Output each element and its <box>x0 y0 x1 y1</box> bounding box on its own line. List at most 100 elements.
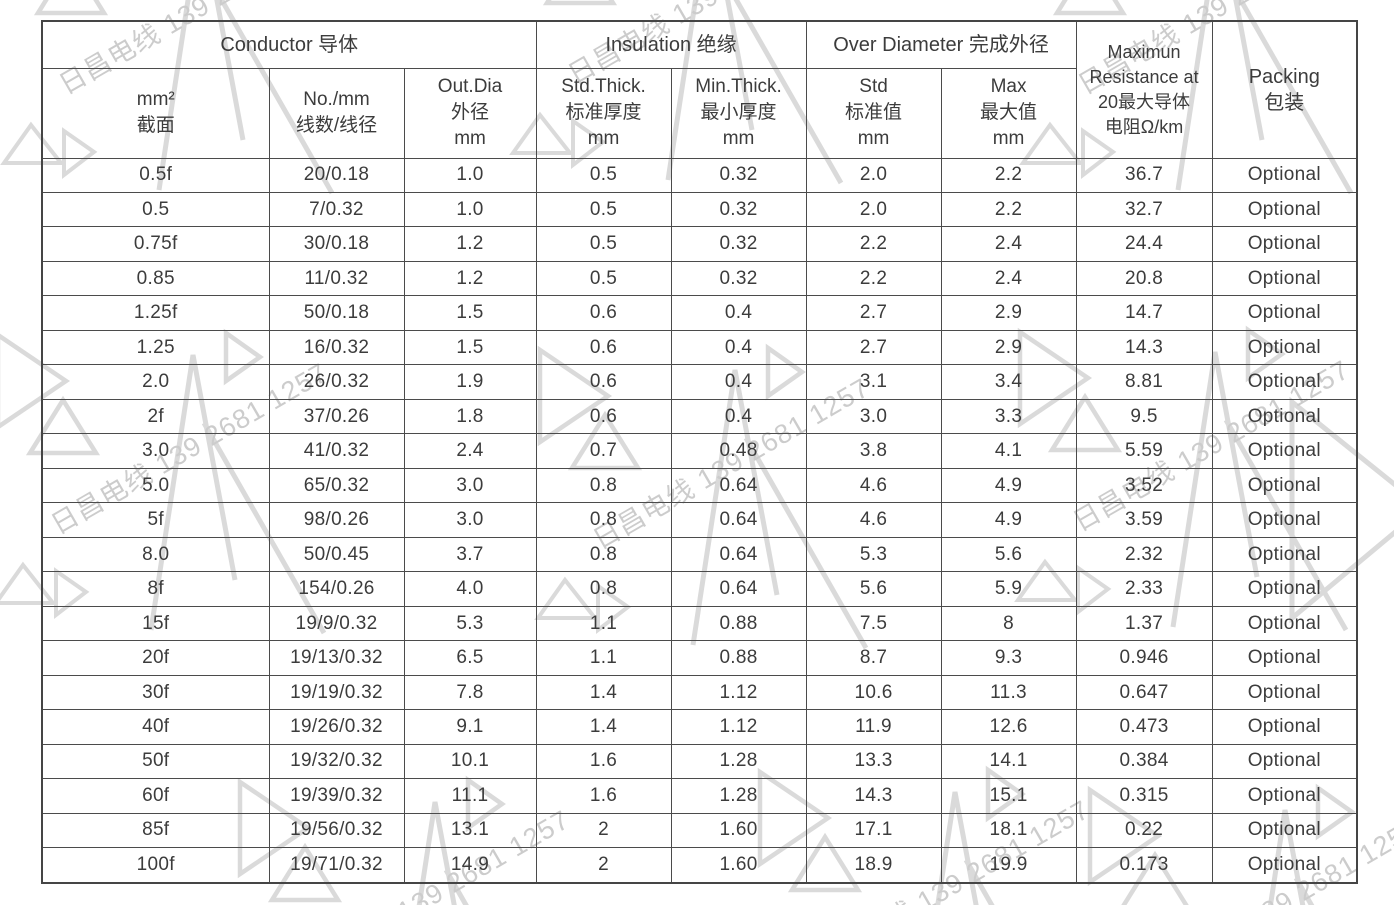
header-max-resistance: Maximun Resistance at 20最大导体 电阻Ω/km <box>1075 20 1213 159</box>
table-cell: 13.1 <box>403 812 537 849</box>
table-cell: 0.88 <box>670 640 807 676</box>
table-cell: 4.1 <box>940 433 1077 469</box>
table-cell: 65/0.32 <box>268 467 405 504</box>
table-row: 30f 19/19/0.32 7.8 1.4 1.12 10.6 11.3 0.647 Opti… <box>41 674 1358 711</box>
table-cell: 41/0.32 <box>268 433 405 469</box>
table-cell: 4.9 <box>940 467 1077 504</box>
table-row: 8f 154/0.26 4.0 0.8 0.64 5.6 5.9 2.33 Optional <box>41 571 1358 607</box>
table-cell: 15f <box>41 605 270 642</box>
table-cell: 2 <box>535 847 672 884</box>
table-cell: 0.473 <box>1075 709 1213 745</box>
table-cell: 0.6 <box>535 398 672 435</box>
table-cell: 1.9 <box>403 364 537 400</box>
watermark-triangle-icon <box>1052 0 1128 16</box>
table-cell: 1.25 <box>41 329 270 366</box>
table-cell: 0.946 <box>1075 640 1213 676</box>
group-header-over-diameter: Over Diameter 完成外径 <box>805 20 1077 69</box>
table-cell: 50/0.45 <box>268 536 405 573</box>
table-cell: 0.4 <box>670 329 807 366</box>
table-cell: 15.1 <box>940 778 1077 814</box>
table-cell: 0.6 <box>535 329 672 366</box>
table-cell: 0.5 <box>535 260 672 297</box>
table-cell: 4.9 <box>940 502 1077 538</box>
table-cell: 1.6 <box>535 778 672 814</box>
table-cell: 5.9 <box>940 571 1077 607</box>
table-cell: 0.5 <box>535 226 672 262</box>
table-cell: 32.7 <box>1075 191 1213 228</box>
table-row: 3.0 41/0.32 2.4 0.7 0.48 3.8 4.1 5.59 Optional <box>41 433 1358 469</box>
table-cell: 4.6 <box>805 502 942 538</box>
table-cell: 3.4 <box>940 364 1077 400</box>
table-row: 0.75f 30/0.18 1.2 0.5 0.32 2.2 2.4 24.4 Optional <box>41 226 1358 262</box>
table-cell: 0.384 <box>1075 743 1213 780</box>
table-cell: 2.4 <box>403 433 537 469</box>
table-cell: 3.3 <box>940 398 1077 435</box>
table-cell: Optional <box>1211 502 1358 538</box>
table-cell: 0.6 <box>535 295 672 331</box>
table-cell: 17.1 <box>805 812 942 849</box>
table-cell: 2f <box>41 398 270 435</box>
group-header-conductor: Conductor 导体 <box>41 20 537 69</box>
table-cell: 19/26/0.32 <box>268 709 405 745</box>
table-cell: 5.0 <box>41 467 270 504</box>
header-cross-section: mm² 截面 <box>41 67 270 159</box>
table-cell: 1.28 <box>670 778 807 814</box>
table-cell: 11.1 <box>403 778 537 814</box>
table-row: 2.0 26/0.32 1.9 0.6 0.4 3.1 3.4 8.81 Optional <box>41 364 1358 400</box>
table-row: 50f 19/32/0.32 10.1 1.6 1.28 13.3 14.1 0.384 Opt… <box>41 743 1358 780</box>
table-cell: 0.85 <box>41 260 270 297</box>
table-cell: Optional <box>1211 778 1358 814</box>
table-cell: Optional <box>1211 295 1358 331</box>
table-cell: 2.7 <box>805 329 942 366</box>
table-cell: 85f <box>41 812 270 849</box>
table-cell: 1.2 <box>403 226 537 262</box>
table-cell: 7.5 <box>805 605 942 642</box>
table-cell: 0.22 <box>1075 812 1213 849</box>
table-cell: 14.7 <box>1075 295 1213 331</box>
table-cell: 1.60 <box>670 812 807 849</box>
table-cell: Optional <box>1211 709 1358 745</box>
table-row: 60f 19/39/0.32 11.1 1.6 1.28 14.3 15.1 0.315 Opt… <box>41 778 1358 814</box>
table-cell: 1.4 <box>535 674 672 711</box>
table-cell: 1.8 <box>403 398 537 435</box>
watermark-triangle-icon <box>0 333 71 429</box>
table-cell: 3.8 <box>805 433 942 469</box>
table-row: 15f 19/9/0.32 5.3 1.1 0.88 7.5 8 1.37 Optional <box>41 605 1358 642</box>
table-cell: Optional <box>1211 260 1358 297</box>
table-cell: Optional <box>1211 571 1358 607</box>
table-cell: 50/0.18 <box>268 295 405 331</box>
table-cell: Optional <box>1211 433 1358 469</box>
table-cell: 1.1 <box>535 605 672 642</box>
table-cell: 3.0 <box>403 502 537 538</box>
table-cell: Optional <box>1211 364 1358 400</box>
table-cell: 2.32 <box>1075 536 1213 573</box>
table-cell: 2.33 <box>1075 571 1213 607</box>
table-cell: 19/32/0.32 <box>268 743 405 780</box>
table-cell: 2.2 <box>940 191 1077 228</box>
table-cell: Optional <box>1211 743 1358 780</box>
table-cell: 8.7 <box>805 640 942 676</box>
table-cell: 98/0.26 <box>268 502 405 538</box>
table-cell: 0.64 <box>670 571 807 607</box>
table-cell: 0.64 <box>670 536 807 573</box>
table-row: 5f 98/0.26 3.0 0.8 0.64 4.6 4.9 3.59 Optional <box>41 502 1358 538</box>
table-cell: 0.4 <box>670 295 807 331</box>
table-cell: Optional <box>1211 191 1358 228</box>
group-header-row: Conductor 导体 Insulation 绝缘 Over Diameter… <box>41 20 1358 159</box>
table-row: 2f 37/0.26 1.8 0.6 0.4 3.0 3.3 9.5 Optional <box>41 398 1358 435</box>
table-cell: 0.64 <box>670 467 807 504</box>
table-cell: 50f <box>41 743 270 780</box>
table-cell: 2.0 <box>41 364 270 400</box>
table-cell: 0.6 <box>535 364 672 400</box>
table-cell: 8f <box>41 571 270 607</box>
table-row: 5.0 65/0.32 3.0 0.8 0.64 4.6 4.9 3.52 Optional <box>41 467 1358 504</box>
table-row: 20f 19/13/0.32 6.5 1.1 0.88 8.7 9.3 0.946 Option… <box>41 640 1358 676</box>
watermark-diagonal-line <box>963 858 995 905</box>
table-cell: 0.8 <box>535 536 672 573</box>
table-cell: 1.5 <box>403 329 537 366</box>
table-cell: 12.6 <box>940 709 1077 745</box>
table-cell: 1.0 <box>403 157 537 193</box>
table-cell: 0.88 <box>670 605 807 642</box>
table-cell: 3.7 <box>403 536 537 573</box>
table-cell: 0.8 <box>535 467 672 504</box>
